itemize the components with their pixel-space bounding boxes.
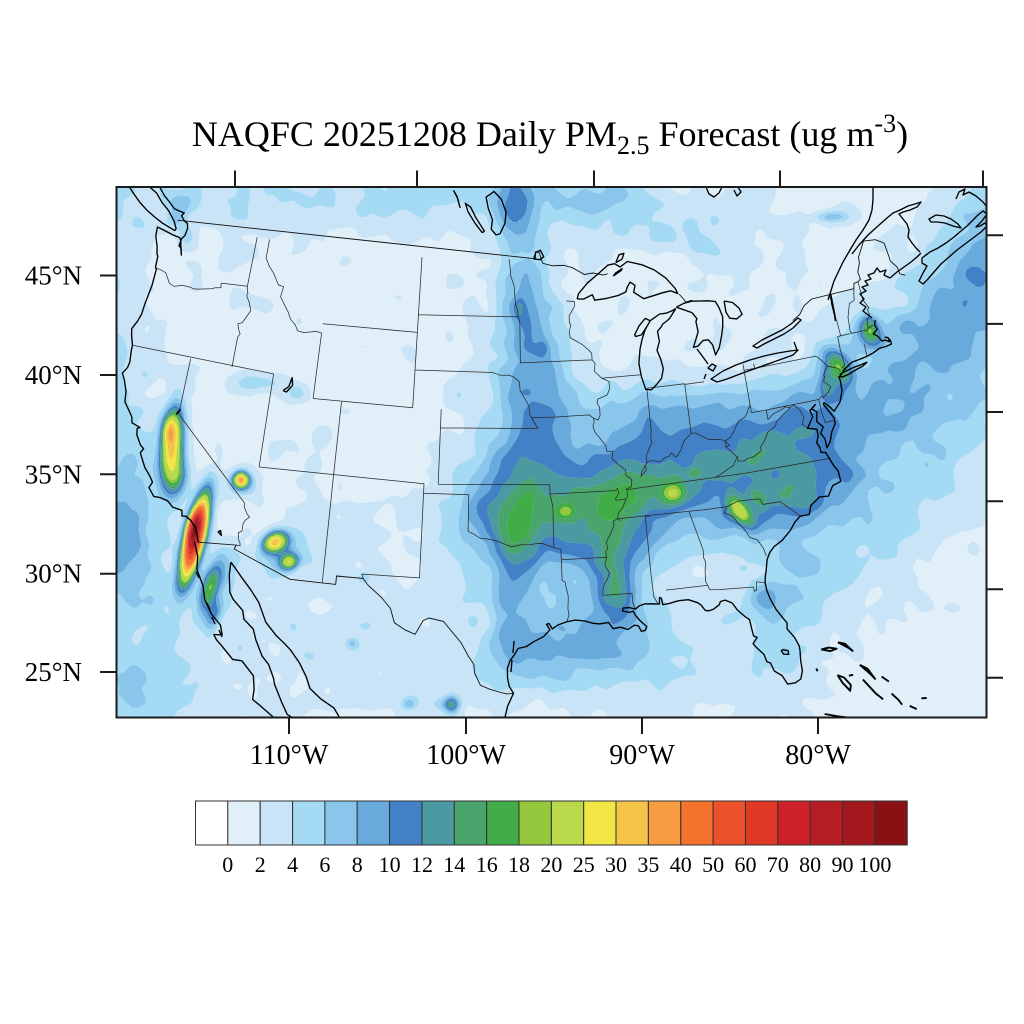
svg-text:110°W: 110°W (250, 740, 329, 771)
svg-text:6: 6 (319, 852, 330, 877)
svg-text:0: 0 (222, 852, 233, 877)
svg-text:25°N: 25°N (25, 657, 82, 687)
svg-text:2: 2 (255, 852, 266, 877)
svg-text:30: 30 (605, 852, 627, 877)
svg-text:90: 90 (832, 852, 854, 877)
svg-text:4: 4 (287, 852, 298, 877)
svg-text:100°W: 100°W (426, 740, 506, 771)
svg-text:60: 60 (735, 852, 757, 877)
svg-text:70: 70 (767, 852, 789, 877)
svg-text:18: 18 (508, 852, 530, 877)
svg-text:30°N: 30°N (25, 559, 82, 589)
svg-text:35°N: 35°N (25, 459, 82, 489)
svg-text:NAQFC 20251208 Daily PM2.5 For: NAQFC 20251208 Daily PM2.5 Forecast (ug … (192, 109, 908, 160)
svg-text:35: 35 (637, 852, 659, 877)
svg-text:20: 20 (540, 852, 562, 877)
svg-text:50: 50 (702, 852, 724, 877)
svg-text:40: 40 (670, 852, 692, 877)
svg-text:25: 25 (573, 852, 595, 877)
svg-text:10: 10 (379, 852, 401, 877)
svg-text:90°W: 90°W (609, 740, 675, 771)
svg-text:80: 80 (799, 852, 821, 877)
svg-text:16: 16 (476, 852, 498, 877)
svg-text:8: 8 (352, 852, 363, 877)
svg-text:80°W: 80°W (785, 740, 851, 771)
svg-text:12: 12 (411, 852, 433, 877)
svg-text:14: 14 (443, 852, 465, 877)
svg-text:100: 100 (858, 852, 891, 877)
svg-text:45°N: 45°N (25, 261, 82, 291)
svg-text:40°N: 40°N (25, 360, 82, 390)
